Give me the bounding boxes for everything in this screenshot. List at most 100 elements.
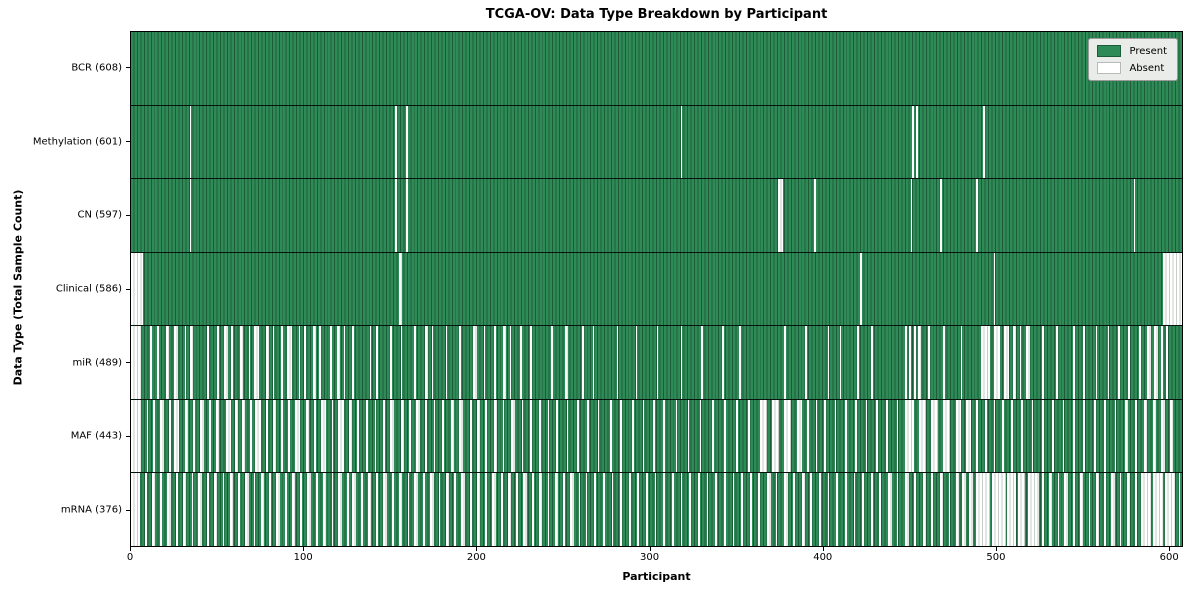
- absent-segment: [616, 326, 619, 399]
- absent-segment: [502, 399, 505, 473]
- absent-segment: [1126, 473, 1131, 547]
- absent-segment: [1019, 326, 1022, 399]
- absent-segment: [144, 473, 147, 547]
- absent-segment: [865, 399, 868, 473]
- absent-segment: [566, 399, 569, 473]
- absent-segment: [1017, 473, 1025, 547]
- absent-segment: [369, 326, 372, 399]
- absent-segment: [314, 399, 316, 473]
- absent-segment: [184, 326, 187, 399]
- absent-segment: [939, 473, 944, 547]
- absent-segment: [784, 399, 792, 473]
- absent-segment: [597, 399, 600, 473]
- absent-segment: [174, 399, 180, 473]
- absent-segment: [680, 326, 683, 399]
- absent-segment: [1088, 473, 1091, 547]
- absent-segment: [383, 473, 387, 547]
- absent-segment: [1169, 399, 1174, 473]
- absent-segment: [1007, 473, 1017, 547]
- absent-segment: [1073, 399, 1075, 473]
- absent-segment: [502, 326, 507, 399]
- absent-segment: [824, 399, 826, 473]
- absent-segment: [993, 399, 996, 473]
- y-tick-label: BCR (608): [71, 62, 122, 74]
- absent-segment: [1052, 399, 1055, 473]
- absent-segment: [208, 399, 211, 473]
- absent-segment: [1143, 399, 1148, 473]
- absent-segment: [509, 326, 512, 399]
- absent-segment: [587, 399, 590, 473]
- absent-segment: [551, 326, 553, 399]
- absent-segment: [912, 105, 915, 179]
- absent-segment: [943, 399, 951, 473]
- absent-segment: [398, 473, 403, 547]
- absent-segment: [442, 399, 444, 473]
- absent-segment: [1073, 473, 1075, 547]
- absent-segment: [767, 473, 771, 547]
- plot-area: [130, 31, 1183, 547]
- absent-segment: [445, 473, 450, 547]
- legend-entry-present: Present: [1097, 45, 1167, 57]
- absent-segment: [1021, 399, 1023, 473]
- matrix-row-BCR: [131, 32, 1182, 105]
- absent-segment: [879, 473, 882, 547]
- absent-segment: [1154, 326, 1158, 399]
- absent-segment: [331, 473, 334, 547]
- absent-segment: [876, 399, 878, 473]
- absent-segment: [948, 473, 951, 547]
- absent-segment: [943, 326, 946, 399]
- absent-segment: [582, 326, 584, 399]
- absent-segment: [969, 473, 973, 547]
- absent-segment: [366, 399, 368, 473]
- absent-segment: [405, 179, 408, 252]
- absent-segment: [564, 326, 569, 399]
- absent-segment: [732, 473, 735, 547]
- absent-segment: [315, 473, 318, 547]
- absent-segment: [697, 473, 700, 547]
- absent-segment: [611, 473, 614, 547]
- absent-segment: [1095, 326, 1098, 399]
- absent-segment: [207, 326, 209, 399]
- absent-segment: [663, 399, 666, 473]
- absent-segment: [784, 326, 787, 399]
- x-tick-label: 0: [126, 552, 134, 563]
- absent-segment: [167, 473, 171, 547]
- absent-segment: [675, 399, 678, 473]
- absent-segment: [516, 473, 519, 547]
- absent-segment: [150, 326, 152, 399]
- absent-segment: [570, 473, 574, 547]
- absent-segment: [250, 399, 252, 473]
- absent-segment: [594, 473, 596, 547]
- absent-segment: [272, 326, 275, 399]
- absent-segment: [653, 399, 655, 473]
- absent-segment: [485, 473, 488, 547]
- absent-segment: [723, 473, 726, 547]
- absent-segment: [908, 326, 911, 399]
- absent-segment: [238, 473, 240, 547]
- absent-segment: [217, 326, 220, 399]
- y-tick-label: Methylation (601): [32, 136, 122, 148]
- absent-segment: [917, 326, 921, 399]
- absent-segment: [476, 473, 481, 547]
- x-tick-mark: [303, 547, 305, 551]
- absent-segment: [976, 179, 978, 252]
- absent-segment: [1031, 399, 1034, 473]
- absent-segment: [424, 399, 427, 473]
- legend-present-swatch: [1097, 45, 1122, 57]
- absent-segment: [416, 399, 420, 473]
- absent-segment: [343, 326, 346, 399]
- matrix-row-mRNA: [131, 472, 1182, 547]
- absent-segment: [836, 473, 838, 547]
- absent-segment: [905, 326, 908, 399]
- legend-present-label: Present: [1129, 45, 1167, 57]
- absent-segment: [352, 473, 356, 547]
- absent-segment: [532, 473, 534, 547]
- absent-segment: [609, 399, 612, 473]
- absent-segment: [1028, 473, 1039, 547]
- absent-segment: [741, 473, 743, 547]
- absent-segment: [547, 399, 550, 473]
- absent-segment: [338, 473, 342, 547]
- absent-segment: [241, 399, 246, 473]
- absent-segment: [796, 399, 802, 473]
- absent-segment: [222, 473, 225, 547]
